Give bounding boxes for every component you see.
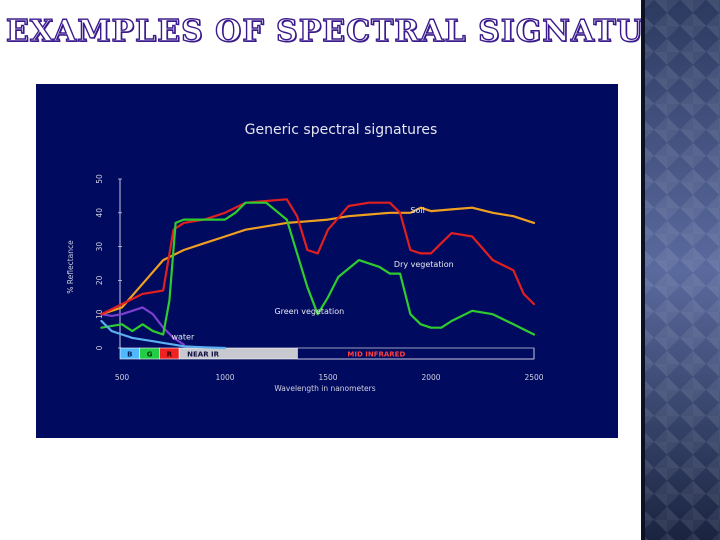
- series-line-purple: [100, 306, 185, 346]
- x-tick-label: 1000: [215, 373, 234, 382]
- series-label: Dry vegetation: [394, 260, 454, 269]
- decorative-side-panel: [641, 0, 720, 540]
- chart-panel: Generic spectral signatures 0 10 20 30 40 50%…: [36, 84, 618, 438]
- band-mid-infrared: [297, 347, 535, 360]
- y-tick-label: 0: [95, 345, 104, 350]
- series-line-dry-vegetation: [100, 198, 536, 316]
- series-line-soil: [100, 206, 536, 316]
- x-tick-label: 1500: [318, 373, 337, 382]
- x-tick-label: 2500: [524, 373, 543, 382]
- band-label: B: [127, 351, 132, 359]
- spectral-chart: Generic spectral signatures 0 10 20 30 40 50%…: [66, 122, 544, 393]
- side-panel-edge: [641, 0, 645, 540]
- series-line-green-vegetation: [100, 201, 536, 336]
- chart-title: Generic spectral signatures: [245, 122, 438, 138]
- band-label: G: [147, 351, 153, 359]
- y-tick-label: 40: [95, 208, 104, 218]
- y-tick-label: 30: [95, 242, 104, 252]
- y-tick-label: 20: [95, 275, 104, 285]
- slide-title: EXAMPLES OF SPECTRAL SIGNATURE: [5, 13, 694, 49]
- y-tick-label: 10: [95, 309, 104, 319]
- x-tick-label: 2000: [421, 373, 440, 382]
- series-label: Green vegetation: [274, 307, 344, 316]
- y-tick-label: 50: [95, 174, 104, 184]
- band-label: NEAR IR: [187, 351, 219, 359]
- x-tick-label: 500: [115, 373, 130, 382]
- series-label: Soil: [410, 206, 424, 215]
- band-label: R: [167, 351, 173, 359]
- x-axis-label: Wavelength in nanometers: [274, 384, 375, 393]
- band-label: MID INFRARED: [347, 351, 405, 359]
- series-label: water: [171, 333, 195, 342]
- y-axis-label: % Reflectance: [66, 240, 75, 294]
- series-line-water: [100, 319, 227, 350]
